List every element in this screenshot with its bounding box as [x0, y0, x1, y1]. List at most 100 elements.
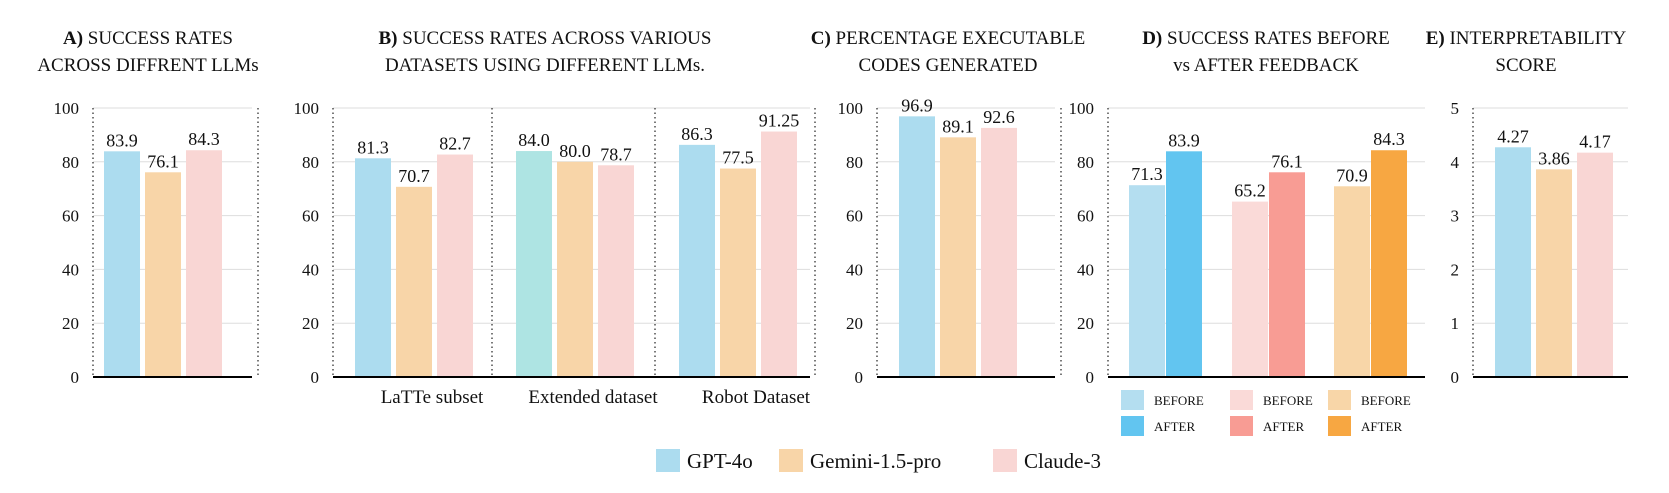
bar-value-label: 76.1 [147, 151, 179, 171]
bar [104, 151, 140, 377]
bar-value-label: 92.6 [983, 107, 1015, 127]
panel-title-line: SUCCESS RATES ACROSS VARIOUS [402, 28, 711, 49]
legend-swatch [1328, 416, 1351, 436]
bar [720, 168, 756, 377]
legend-label: BEFORE [1263, 393, 1313, 408]
bar [516, 151, 552, 377]
y-tick-label: 100 [838, 99, 864, 118]
panel-title-line-2: vs AFTER FEEDBACK [1173, 55, 1359, 76]
legend-swatch [1328, 390, 1351, 410]
panel-letter: B) [379, 28, 403, 49]
y-tick-label: 0 [1086, 368, 1095, 387]
y-tick-label: 80 [846, 153, 863, 172]
bar-value-label: 84.3 [1373, 129, 1405, 149]
bar-value-label: 89.1 [942, 116, 974, 136]
bar [557, 161, 593, 377]
y-tick-label: 40 [302, 260, 319, 279]
panel-letter: E) [1426, 28, 1450, 49]
y-tick-label: 4 [1451, 153, 1460, 172]
x-category-label: LaTTe subset [381, 387, 484, 408]
bar-value-label: 86.3 [681, 124, 713, 144]
y-tick-label: 3 [1451, 207, 1460, 226]
bar [186, 150, 222, 377]
bar [396, 186, 432, 377]
bar [679, 144, 715, 377]
bar [1232, 201, 1268, 377]
bar-value-label: 70.9 [1336, 165, 1368, 185]
y-tick-label: 40 [62, 260, 79, 279]
bar [1129, 185, 1165, 377]
legend-label: Claude-3 [1024, 449, 1101, 473]
legend-label: AFTER [1154, 419, 1196, 434]
panel-d: D) SUCCESS RATES BEFORE vs AFTER FEEDBACK… [1069, 28, 1425, 436]
bar-value-label: 70.7 [398, 166, 430, 186]
y-tick-label: 2 [1451, 260, 1460, 279]
legend-swatch [656, 449, 680, 472]
y-tick-label: 40 [1077, 260, 1094, 279]
bar-value-label: 82.7 [439, 134, 471, 154]
bar-value-label: 4.27 [1497, 126, 1529, 146]
y-tick-label: 0 [855, 368, 864, 387]
bar [1577, 152, 1613, 377]
panel-title-b: B) SUCCESS RATES ACROSS VARIOUS [379, 28, 712, 49]
legend-swatch [779, 449, 803, 472]
panel-a: A) SUCCESS RATES ACROSS DIFFRENT LLMs 0 20 4… [37, 28, 258, 387]
panel-title-line-2: ACROSS DIFFRENT LLMs [37, 55, 258, 76]
bar-value-label: 77.5 [722, 148, 754, 168]
bar [145, 172, 181, 377]
bar-value-label: 76.1 [1271, 151, 1303, 171]
y-tick-label: 40 [846, 260, 863, 279]
panel-title-line-2: SCORE [1495, 55, 1556, 76]
legend-swatch [1230, 390, 1253, 410]
panel-title-e: E) INTERPRETABILITY [1426, 28, 1627, 49]
bar-value-label: 83.9 [1168, 130, 1200, 150]
bar-value-label: 80.0 [559, 141, 591, 161]
bar-value-label: 83.9 [106, 130, 138, 150]
legend-label: GPT-4o [687, 449, 753, 473]
panel-title-d: D) SUCCESS RATES BEFORE [1142, 28, 1390, 49]
y-tick-label: 20 [62, 314, 79, 333]
x-category-label: Extended dataset [528, 387, 658, 408]
bar [1269, 172, 1305, 377]
panel-letter: D) [1142, 28, 1167, 49]
y-tick-label: 60 [846, 207, 863, 226]
shared-legend: GPT-4o Gemini-1.5-pro Claude-3 [656, 449, 1101, 473]
bar [1334, 186, 1370, 377]
bar [899, 116, 935, 378]
bar-value-label: 91.25 [759, 111, 800, 131]
bar [761, 131, 797, 377]
y-tick-label: 1 [1451, 314, 1460, 333]
bar-value-label: 65.2 [1234, 181, 1266, 201]
bar [940, 137, 976, 377]
y-tick-label: 5 [1451, 99, 1460, 118]
y-tick-label: 100 [1069, 99, 1095, 118]
y-tick-label: 20 [1077, 314, 1094, 333]
bar-value-label: 78.7 [600, 144, 632, 164]
legend-label: AFTER [1263, 419, 1305, 434]
y-tick-label: 20 [302, 314, 319, 333]
legend-swatch [1121, 390, 1144, 410]
legend-label: Gemini-1.5-pro [810, 449, 941, 473]
y-tick-label: 0 [311, 368, 320, 387]
bar [1536, 169, 1572, 377]
panel-title-line-2: DATASETS USING DIFFERENT LLMs. [385, 55, 705, 76]
panel-title-c: C) PERCENTAGE EXECUTABLE [811, 28, 1086, 49]
legend-label: BEFORE [1361, 393, 1411, 408]
bar-value-label: 84.3 [188, 129, 220, 149]
legend-swatch [1230, 416, 1253, 436]
legend-swatch [993, 449, 1017, 472]
bar [1495, 147, 1531, 377]
panel-title-line: PERCENTAGE EXECUTABLE [836, 28, 1086, 49]
legend-swatch [1121, 416, 1144, 436]
panel-e: E) INTERPRETABILITY SCORE 0 1 2 3 4 5 4.27 3.86 4.… [1426, 28, 1628, 387]
panel-title-line: INTERPRETABILITY [1449, 28, 1626, 49]
panel-title-a: A) SUCCESS RATES [63, 28, 233, 49]
bar-value-label: 96.9 [901, 95, 933, 115]
panel-letter: C) [811, 28, 836, 49]
bar [598, 165, 634, 377]
x-category-label: Robot Dataset [702, 387, 811, 408]
y-tick-label: 80 [1077, 153, 1094, 172]
bar [355, 158, 391, 377]
